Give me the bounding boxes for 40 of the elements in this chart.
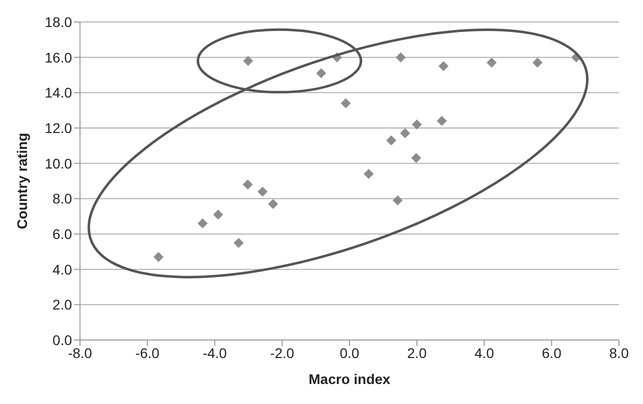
y-tick-label: 18.0: [44, 14, 72, 30]
x-tick-label: -6.0: [135, 344, 160, 361]
point: [436, 116, 447, 126]
point: [392, 195, 403, 206]
y-tick-label: 14.0: [44, 84, 72, 101]
y-tick-label: 12.0: [44, 120, 72, 136]
point: [198, 218, 208, 228]
point: [153, 252, 164, 262]
y-tick-label: 6.0: [52, 226, 72, 242]
point: [532, 58, 542, 68]
point: [396, 52, 406, 62]
y-tick-label: 16.0: [44, 49, 72, 66]
point: [386, 135, 396, 146]
point: [400, 128, 410, 138]
x-tick-label: 0.0: [340, 344, 360, 361]
point: [213, 210, 224, 220]
x-tick-label: -2.0: [270, 344, 294, 361]
x-tick-label: 2.0: [407, 344, 427, 361]
x-tick-label: 8.0: [609, 344, 629, 361]
x-tick-label: 4.0: [474, 344, 494, 361]
point: [234, 238, 244, 248]
point: [412, 119, 422, 130]
y-tick-label: 8.0: [52, 190, 72, 207]
point: [258, 186, 268, 197]
x-tick-label: -4.0: [202, 344, 228, 361]
point: [242, 180, 253, 190]
point: [364, 168, 374, 179]
x-axis-title: Macro index: [308, 371, 391, 387]
y-tick-label: 10.0: [44, 155, 72, 172]
point: [411, 153, 422, 164]
y-axis-title: Country rating: [14, 132, 30, 230]
point: [486, 58, 497, 68]
y-tick-label: 2.0: [52, 296, 72, 313]
point: [243, 56, 254, 66]
point: [438, 61, 448, 72]
point: [268, 198, 278, 209]
point: [316, 68, 326, 78]
point: [340, 98, 351, 108]
x-tick-label: 6.0: [542, 344, 562, 361]
y-tick-label: 4.0: [52, 261, 72, 278]
